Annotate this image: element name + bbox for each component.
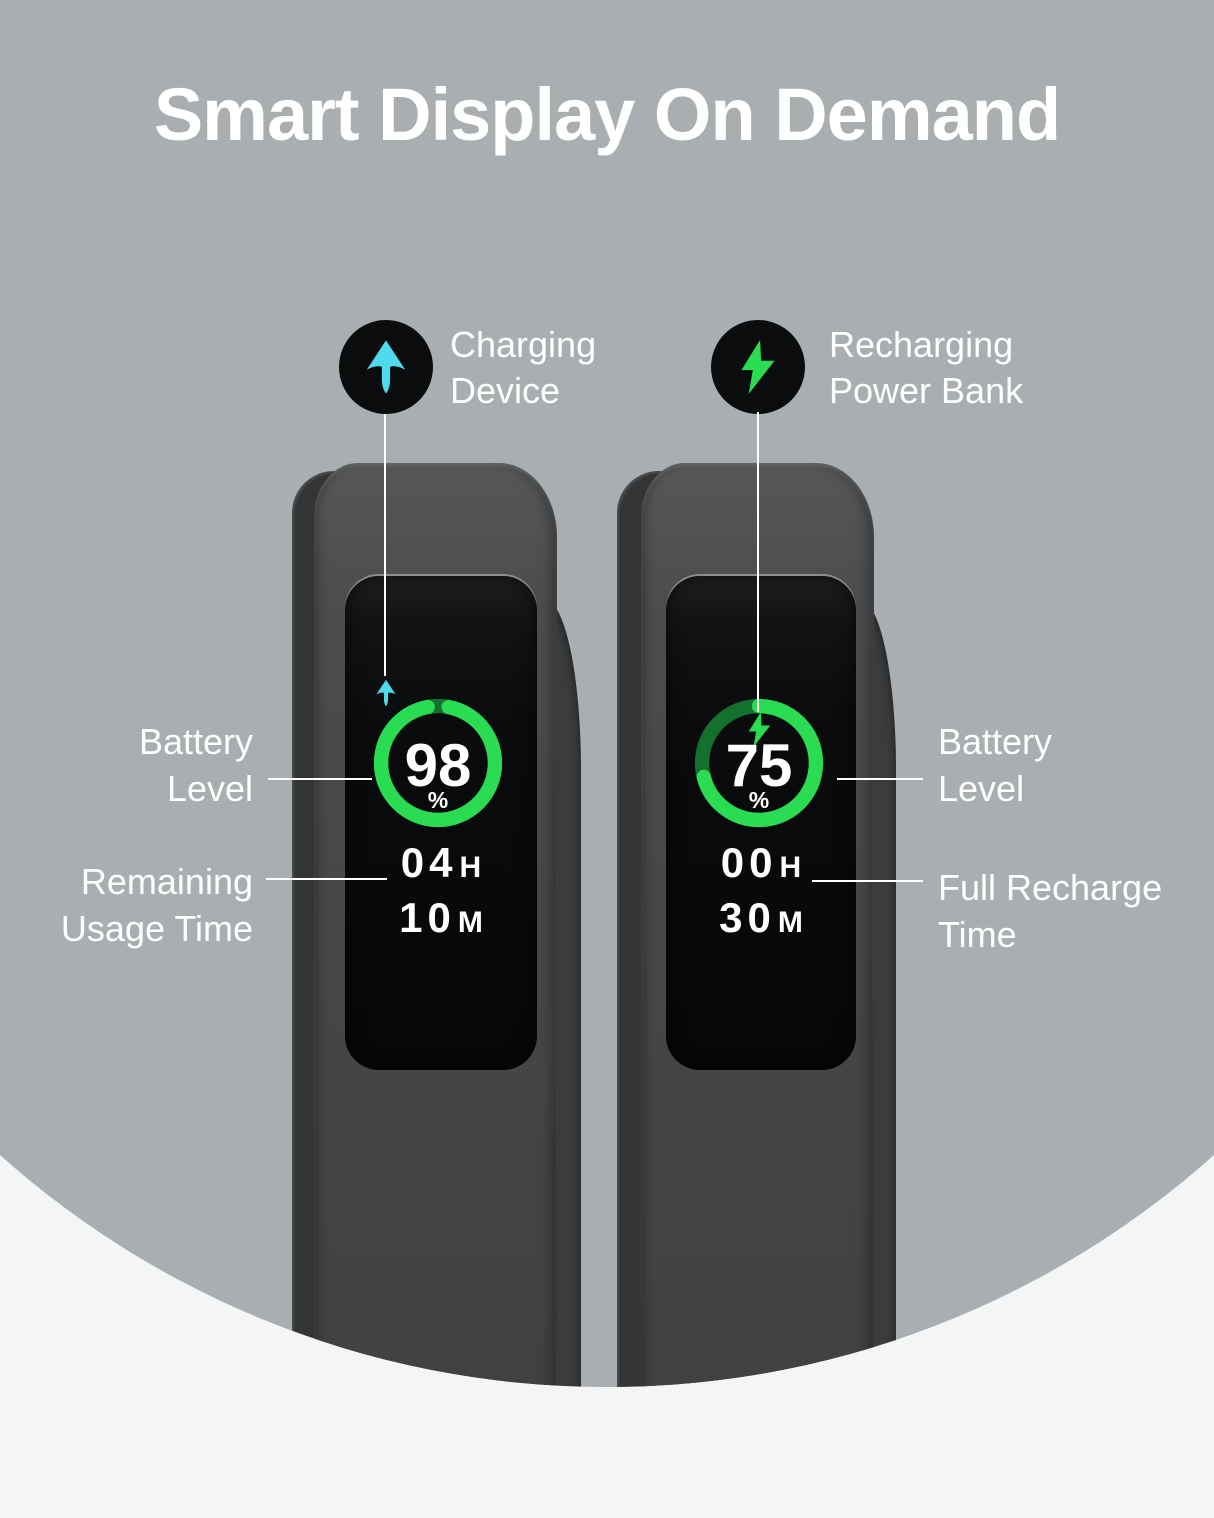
lightning-bolt-icon — [748, 712, 771, 747]
recharging-power-bank-label: Recharging Power Bank — [829, 324, 1024, 411]
lightning-bolt-icon — [741, 340, 775, 394]
right-battery-ring — [694, 698, 824, 828]
right-hours: 00H — [720, 839, 802, 886]
left-battery-level-label: Battery Level — [138, 721, 253, 809]
arrow-up-icon — [376, 679, 396, 707]
right-minutes: 30M — [719, 894, 803, 941]
left-percent-sign: % — [427, 787, 449, 813]
recharging-power-bank-badge — [711, 320, 805, 414]
right-time-callout-line — [812, 880, 923, 882]
background-circle: Smart Display On Demand Charging Device … — [0, 0, 1214, 1387]
left-hours: 04H — [400, 839, 482, 886]
right-powerbank-screen: 75 % 00H 30M — [666, 576, 856, 1070]
left-time-display: 04H 10M — [345, 838, 537, 948]
left-badge-callout-line — [384, 414, 386, 676]
content-canvas: Smart Display On Demand Charging Device … — [60, 73, 1163, 1387]
arrow-up-icon — [366, 340, 406, 394]
left-remaining-usage-time-label: Remaining Usage Time — [60, 861, 253, 949]
right-full-recharge-time-label: Full Recharge Time — [938, 867, 1163, 955]
left-battery-percent: 98 — [404, 732, 472, 799]
right-battery-percent: 75 — [725, 732, 793, 799]
right-time-display: 00H 30M — [666, 838, 856, 948]
right-badge-callout-line — [757, 412, 759, 712]
page-title: Smart Display On Demand — [153, 73, 1061, 156]
left-battery-callout-line — [268, 778, 372, 780]
left-minutes: 10M — [399, 894, 483, 941]
left-battery-ring — [373, 698, 503, 828]
charging-device-label: Charging Device — [450, 324, 597, 411]
right-battery-callout-line — [837, 778, 923, 780]
right-battery-level-label: Battery Level — [938, 721, 1053, 809]
left-time-callout-line — [266, 878, 387, 880]
right-percent-sign: % — [748, 787, 770, 813]
left-powerbank-screen: 98 % 04H 10M — [345, 576, 537, 1070]
charging-device-badge — [339, 320, 433, 414]
